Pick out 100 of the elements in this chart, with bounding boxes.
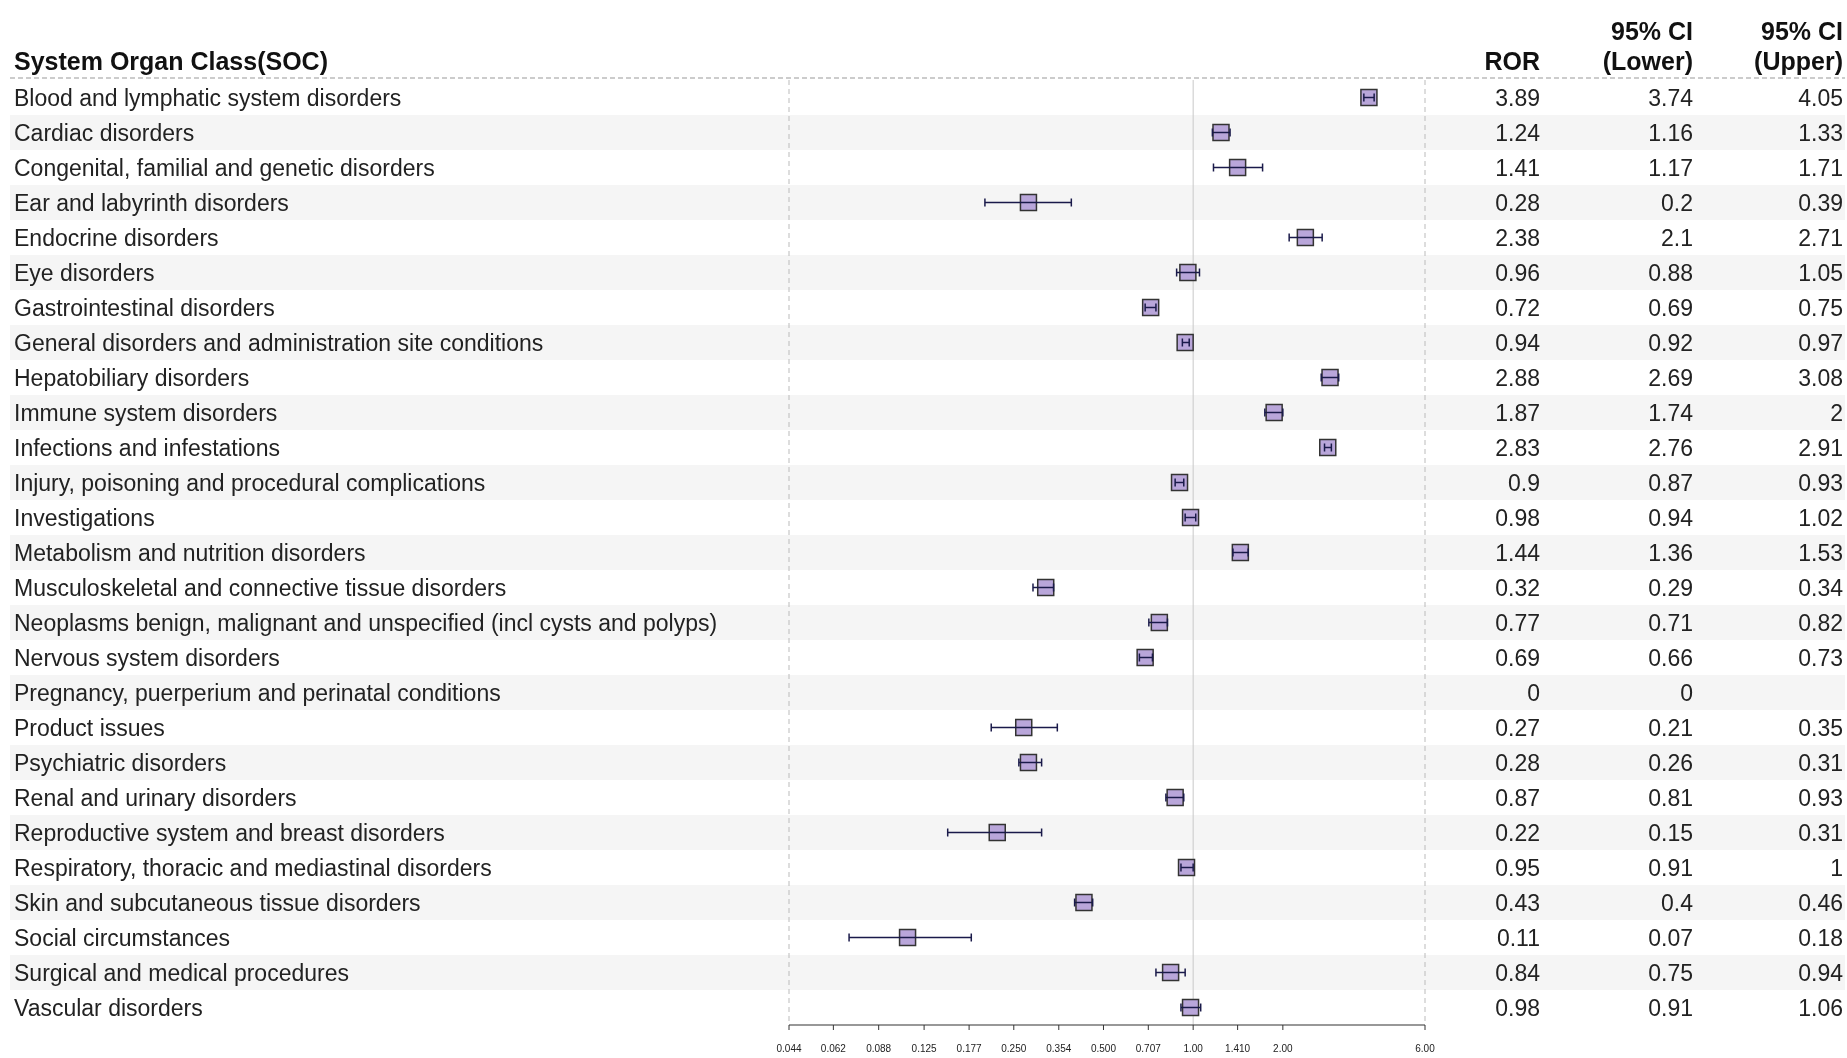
text: 0.93: [1798, 469, 1843, 496]
x-tick-label: 0.088: [866, 1043, 892, 1054]
text: 0.87: [1648, 469, 1693, 496]
y-tick-label: Surgical and medical procedures: [14, 959, 349, 986]
y-tick-label: Musculoskeletal and connective tissue disorders: [14, 574, 507, 601]
text: ROR: [1484, 47, 1540, 75]
data-label: 0.95: [1495, 854, 1540, 881]
text: 0.82: [1798, 609, 1843, 636]
y-tick-label: Social circumstances: [14, 924, 231, 951]
y-tick-label: Nervous system disorders: [14, 644, 280, 671]
text: 0.81: [1648, 784, 1693, 811]
text: 1: [1830, 854, 1843, 881]
y-tick-label: Ear and labyrinth disorders: [14, 189, 289, 216]
data-label: 1.24: [1495, 119, 1541, 146]
y-tick-label: Investigations: [14, 504, 155, 531]
text: 2.71: [1798, 224, 1843, 251]
text: 0.31: [1798, 749, 1843, 776]
text: 0: [1527, 679, 1540, 706]
x-tick-label: 0.500: [1090, 1043, 1117, 1054]
x-tick-label: 6.00: [1415, 1043, 1436, 1054]
x-tick-label: 2.00: [1273, 1043, 1294, 1054]
text: 0.46: [1798, 889, 1843, 916]
data-label: 0.87: [1495, 784, 1540, 811]
data-label: 0.77: [1495, 609, 1540, 636]
text: 0.2: [1661, 189, 1693, 216]
data-label: 0.96: [1495, 259, 1540, 286]
text: 1.33: [1798, 119, 1843, 146]
text: 1.74: [1648, 399, 1694, 426]
y-tick-label: Cardiac disorders: [14, 119, 195, 146]
text: 0.94: [1648, 504, 1694, 531]
data-label: 0.98: [1495, 504, 1540, 531]
text: 1.36: [1648, 539, 1693, 566]
x-tick-label: 1.00: [1183, 1043, 1204, 1054]
text: 2: [1830, 399, 1843, 426]
y-tick-label: Reproductive system and breast disorders: [14, 819, 445, 846]
x-tick-label: 0.044: [776, 1043, 802, 1054]
text: 1.71: [1798, 154, 1843, 181]
data-label: 0.11: [1496, 924, 1540, 951]
text: 2.69: [1648, 364, 1693, 391]
text: 0.31: [1798, 819, 1843, 846]
y-tick-label: Eye disorders: [14, 259, 155, 286]
y-tick-label: Skin and subcutaneous tissue disorders: [14, 889, 421, 916]
data-label: 0.72: [1495, 294, 1540, 321]
data-label: 2.38: [1495, 224, 1540, 251]
text: 1.16: [1648, 119, 1693, 146]
text: 0.75: [1648, 959, 1693, 986]
y-tick-label: Metabolism and nutrition disorders: [14, 539, 366, 566]
x-tick-label: 0.125: [911, 1043, 938, 1054]
y-tick-label: Respiratory, thoracic and mediastinal disorders: [14, 854, 492, 881]
text: 0.69: [1648, 294, 1693, 321]
text: 3.74: [1648, 84, 1694, 111]
text: 0.88: [1648, 259, 1693, 286]
text: 1.02: [1798, 504, 1843, 531]
y-tick-label: Congenital, familial and genetic disorders: [14, 154, 435, 181]
y-tick-label: Vascular disorders: [14, 994, 203, 1021]
text: 0.21: [1648, 714, 1693, 741]
data-label: 1.44: [1495, 539, 1541, 566]
text: 95% CI (Upper): [1754, 17, 1843, 75]
text: 0.18: [1798, 924, 1843, 951]
y-tick-label: Gastrointestinal disorders: [14, 294, 275, 321]
data-label: 0.32: [1495, 574, 1540, 601]
text: 0: [1680, 679, 1693, 706]
text: 0.73: [1798, 644, 1843, 671]
data-label: 0.28: [1495, 189, 1540, 216]
text: 0.66: [1648, 644, 1693, 671]
text: 0.97: [1798, 329, 1843, 356]
text: 0.94: [1798, 959, 1844, 986]
y-tick-label: Pregnancy, puerperium and perinatal conditions: [14, 679, 501, 706]
y-tick-label: Endocrine disorders: [14, 224, 219, 251]
y-tick-label: General disorders and administration site conditions: [14, 329, 544, 356]
text: 1.53: [1798, 539, 1843, 566]
text: 0.39: [1798, 189, 1843, 216]
data-label: 0.9: [1508, 469, 1540, 496]
x-tick-label: 0.707: [1135, 1043, 1162, 1054]
text: 3.08: [1798, 364, 1843, 391]
data-label: 2.83: [1495, 434, 1540, 461]
text: 2.1: [1661, 224, 1693, 251]
y-tick-label: Renal and urinary disorders: [14, 784, 297, 811]
text: 0.4: [1661, 889, 1694, 916]
data-label: 0.69: [1495, 644, 1540, 671]
y-axis-title: System Organ Class(SOC): [14, 47, 328, 75]
y-tick-label: Infections and infestations: [14, 434, 280, 461]
data-label: 0.94: [1495, 329, 1541, 356]
y-tick-label: Hepatobiliary disorders: [14, 364, 250, 391]
text: 1.17: [1648, 154, 1693, 181]
x-tick-label: 1.410: [1225, 1043, 1251, 1054]
text: 0.07: [1648, 924, 1693, 951]
data-label: 3.89: [1495, 84, 1540, 111]
data-label: 0.22: [1495, 819, 1540, 846]
text: 95% CI (Lower): [1602, 17, 1693, 75]
data-label: 0.43: [1495, 889, 1540, 916]
text: 0.71: [1648, 609, 1693, 636]
data-label: 0.84: [1495, 959, 1541, 986]
text: 1.06: [1798, 994, 1843, 1021]
x-tick-label: 0.354: [1046, 1043, 1072, 1054]
text: 0.34: [1798, 574, 1844, 601]
y-tick-label: Blood and lymphatic system disorders: [14, 84, 402, 111]
text: 0.92: [1648, 329, 1693, 356]
text: 1.05: [1798, 259, 1843, 286]
y-tick-label: Immune system disorders: [14, 399, 278, 426]
